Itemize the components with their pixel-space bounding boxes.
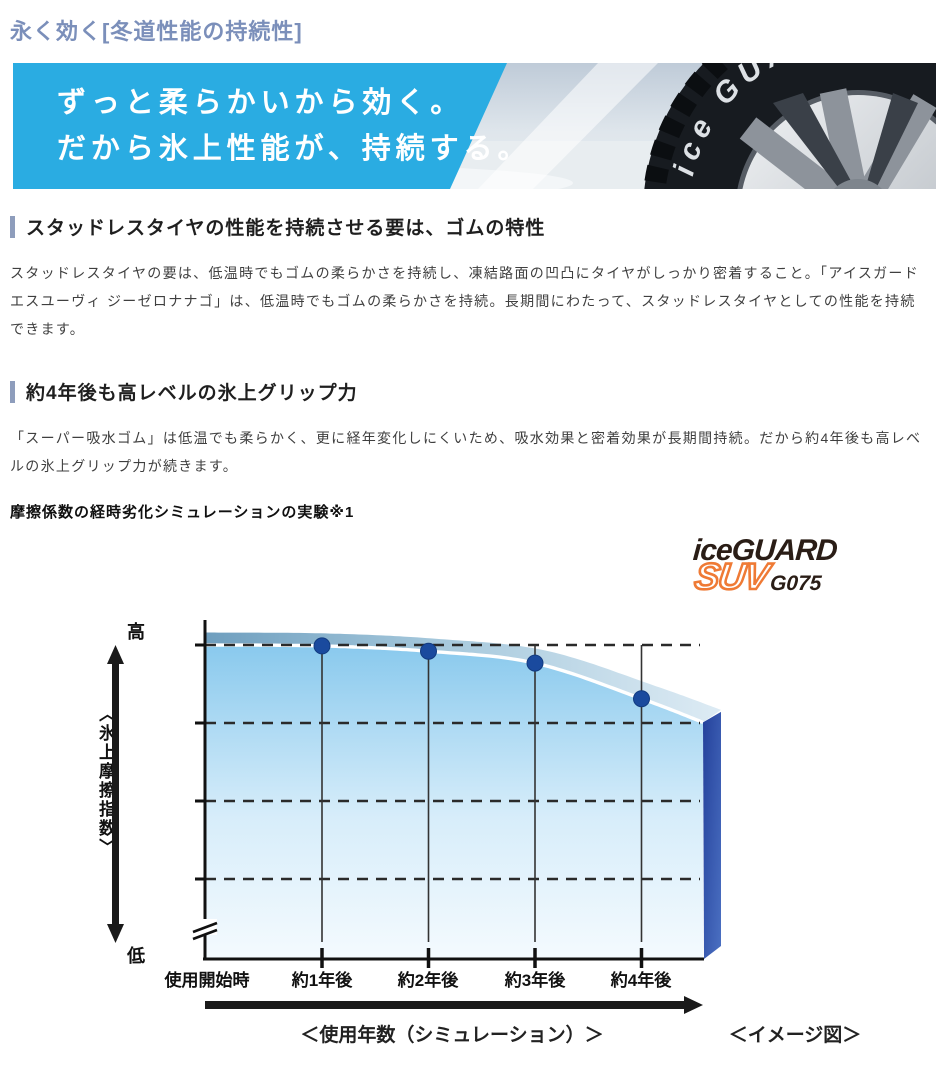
chart-3d-top-band (205, 632, 721, 723)
experiment-label: 摩擦係数の経時劣化シミュレーションの実験※1 (10, 504, 355, 521)
section-body-2: 「スーパー吸水ゴム」は低温でも柔らかく、更に経年変化しにくいため、吸水効果と密着… (10, 430, 922, 474)
x-tick-label-0: 使用開始時 (164, 970, 250, 990)
data-dot (313, 637, 331, 655)
y-high-label: 高 (127, 621, 145, 642)
page: 永く効く[冬道性能の持続性] (0, 14, 936, 1060)
x-tick-label-1: 約1年後 (291, 970, 353, 990)
image-note: ＜イメージ図＞ (729, 1024, 862, 1046)
friction-chart: 高 低 使用開始時 約1年後 約2年後 約3年後 約4年後 ＜使用年数（シミュレ… (107, 620, 862, 1046)
chart-section: iceGUARD SUV G075 〈氷上摩擦指数〉 (0, 522, 936, 1068)
banner-blue-panel (13, 63, 507, 189)
x-tick-label-3: 約3年後 (504, 970, 566, 990)
wheel-hub (833, 179, 883, 189)
y-axis-label: 〈氷上摩擦指数〉 (96, 705, 115, 857)
light-diagonal (478, 63, 658, 189)
heading-accent-bar (10, 215, 15, 238)
tire-graphic: ice GUARD (643, 63, 936, 189)
x-axis-caption: ＜使用年数（シミュレーション）＞ (300, 1023, 603, 1046)
x-tick-label-4: 約4年後 (610, 970, 672, 990)
chart-3d-side-panel (703, 711, 721, 959)
heading-accent-bar (10, 380, 15, 403)
y-range-arrow-icon (107, 645, 124, 943)
section-body-1: スタッドレスタイヤの要は、低温時でもゴムの柔らかさを持続し、凍結路面の凹凸にタイ… (10, 265, 920, 337)
hero-banner: ice GUARD ずっと柔らかいから効く。 だから氷上性能が、持続する。 (13, 63, 936, 189)
data-dot (420, 642, 437, 660)
data-dot (526, 654, 544, 672)
axis-ticks (195, 643, 644, 968)
section-heading-1-text: スタッドレスタイヤの性能を持続させる要は、ゴムの特性 (26, 218, 546, 239)
x-tick-label-2: 約2年後 (397, 970, 459, 990)
spoke-shadows (773, 93, 918, 189)
logo-suv: SUV (691, 555, 772, 599)
section-heading-1: スタッドレスタイヤの性能を持続させる要は、ゴムの特性 (10, 213, 926, 240)
page-title: 永く効く[冬道性能の持続性] (10, 19, 303, 44)
section-heading-2: 約4年後も高レベルの氷上グリップ力 (10, 378, 926, 405)
x-time-arrow-icon (205, 996, 703, 1014)
banner-line2: だから氷上性能が、持続する。 (57, 133, 532, 165)
section-heading-2-text: 約4年後も高レベルの氷上グリップ力 (26, 383, 358, 404)
data-dot (633, 690, 650, 708)
axis-break-icon (192, 919, 218, 941)
logo-g075: G075 (769, 572, 823, 595)
banner-copy: ずっと柔らかいから効く。 だから氷上性能が、持続する。 (57, 80, 531, 172)
banner-line1: ずっと柔らかいから効く。 (57, 87, 465, 119)
product-logo: iceGUARD SUV G075 (691, 534, 893, 599)
dashed-gridlines (205, 643, 700, 881)
data-dots (313, 637, 650, 708)
y-low-label: 低 (126, 945, 145, 966)
